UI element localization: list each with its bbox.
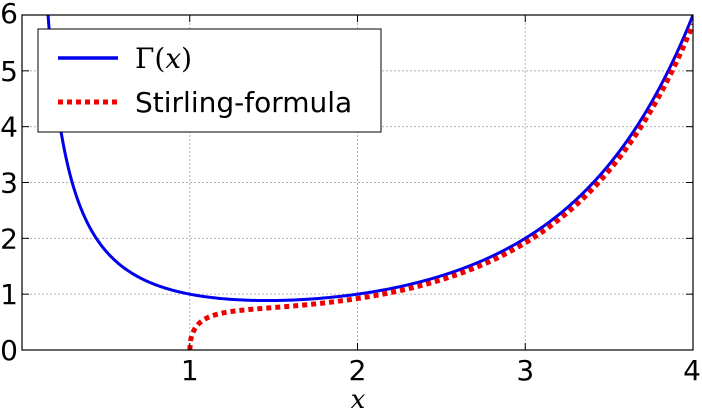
y-tick-label: 0 (0, 334, 18, 367)
y-tick-label: 2 (0, 222, 18, 255)
y-tick-label: 6 (0, 0, 18, 30)
y-tick-label: 3 (0, 167, 18, 200)
y-tick-label: 4 (0, 111, 18, 144)
series-layer (46, 15, 693, 350)
y-tick-label: 5 (0, 55, 18, 88)
x-axis-label: x (351, 385, 366, 415)
legend: Γ(x) Stirling-formula (37, 28, 382, 133)
legend-label-gamma: Γ(x) (135, 42, 192, 75)
ticks: 1 2 3 4 0 1 2 3 4 5 6 (0, 0, 701, 387)
legend-label-stirling: Stirling-formula (135, 86, 352, 119)
x-tick-label: 4 (683, 354, 701, 387)
series-line-1 (187, 23, 693, 350)
x-tick-label: 1 (181, 354, 199, 387)
series-line-0 (46, 15, 693, 303)
legend-box (37, 28, 382, 133)
x-tick-label: 2 (349, 354, 367, 387)
y-tick-label: 1 (0, 278, 18, 311)
x-tick-label: 3 (516, 354, 534, 387)
